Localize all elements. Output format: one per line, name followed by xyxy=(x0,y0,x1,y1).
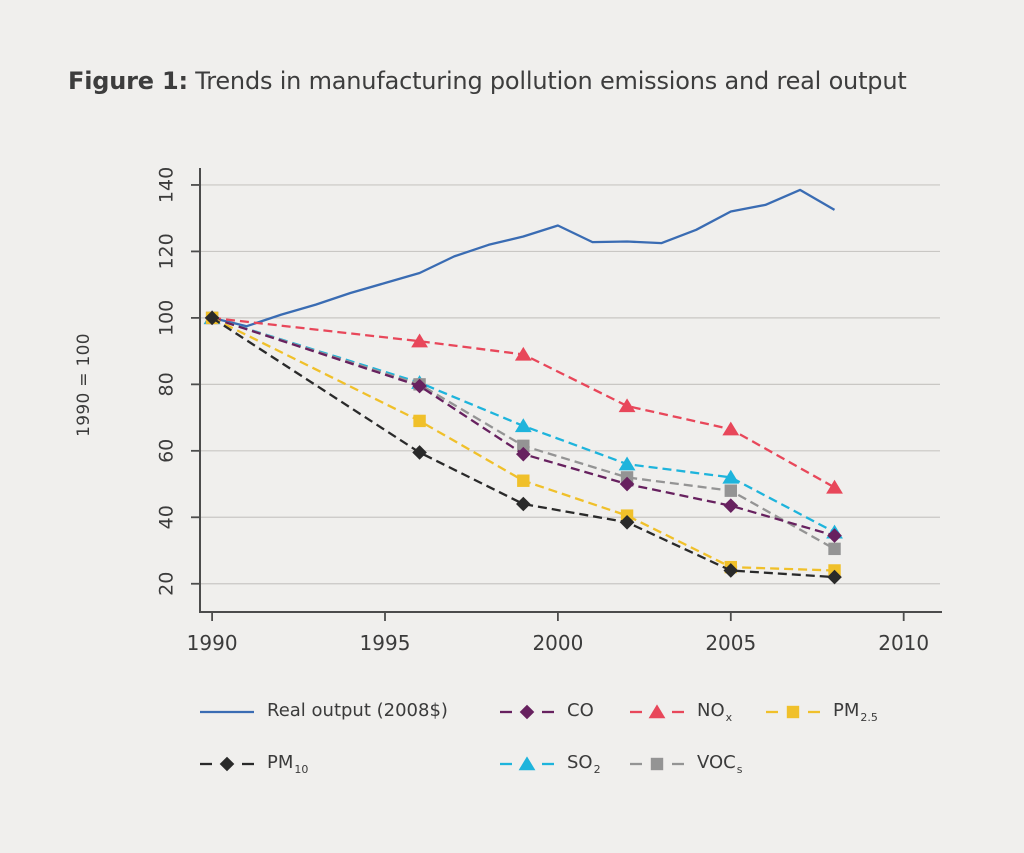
figure-number-label: Figure 1: xyxy=(68,67,188,95)
legend-label-nox: NOx xyxy=(697,700,733,724)
legend-label-vocs: VOCs xyxy=(697,752,743,776)
x-tick-label: 1990 xyxy=(187,631,238,655)
x-tick-label: 1995 xyxy=(360,631,411,655)
legend-item-pm10: PM10 xyxy=(200,751,308,777)
y-tick-label: 100 xyxy=(156,300,178,336)
legend-sample-co-diamond-icon xyxy=(500,704,554,720)
y-tick-label: 60 xyxy=(156,439,178,463)
series-pm10 xyxy=(204,310,842,585)
y-tick-label: 120 xyxy=(156,233,178,269)
y-tick-label: 40 xyxy=(156,505,178,529)
legend-label-real-output: Real output (2008$) xyxy=(267,700,448,721)
legend-sample-nox-triangle-icon xyxy=(630,704,684,720)
legend-item-pm25: PM2.5 xyxy=(766,699,878,725)
legend-item-co: CO xyxy=(500,699,595,725)
x-tick-label: 2005 xyxy=(705,631,756,655)
figure-title-text: Trends in manufacturing pollution emissi… xyxy=(187,67,907,95)
y-axis-title: 1990 = 100 xyxy=(74,333,94,437)
series-real-output xyxy=(211,188,836,328)
legend-item-nox: NOx xyxy=(630,699,732,725)
legend-sample-vocs-square-icon xyxy=(630,756,684,772)
y-tick-label: 80 xyxy=(156,372,178,396)
x-axis-ticks: 1990 1995 2000 2005 2010 xyxy=(187,612,929,655)
legend-sample-so2-triangle-icon xyxy=(500,756,554,772)
legend-sample-real-output-line xyxy=(200,704,254,720)
legend-sample-pm25-square-icon xyxy=(766,704,820,720)
legend-item-vocs: VOCs xyxy=(630,751,742,777)
x-tick-label: 2000 xyxy=(532,631,583,655)
legend-label-so2: SO2 xyxy=(567,752,601,776)
legend-item-so2: SO2 xyxy=(500,751,601,777)
x-tick-label: 2010 xyxy=(878,631,929,655)
legend-label-pm10: PM10 xyxy=(267,752,309,776)
figure-title: Figure 1: Trends in manufacturing pollut… xyxy=(68,66,907,96)
series-nox xyxy=(203,310,843,494)
legend-label-pm25: PM2.5 xyxy=(833,700,878,724)
legend-label-co: CO xyxy=(567,700,594,721)
y-tick-label: 20 xyxy=(156,572,178,596)
gridlines xyxy=(200,184,940,585)
y-tick-label: 140 xyxy=(156,167,178,203)
axes xyxy=(199,168,942,613)
legend-sample-pm10-diamond-icon xyxy=(200,756,254,772)
y-axis-ticks: 20 40 60 80 100 120 140 xyxy=(156,167,200,596)
legend-item-real-output: Real output (2008$) xyxy=(200,699,449,725)
